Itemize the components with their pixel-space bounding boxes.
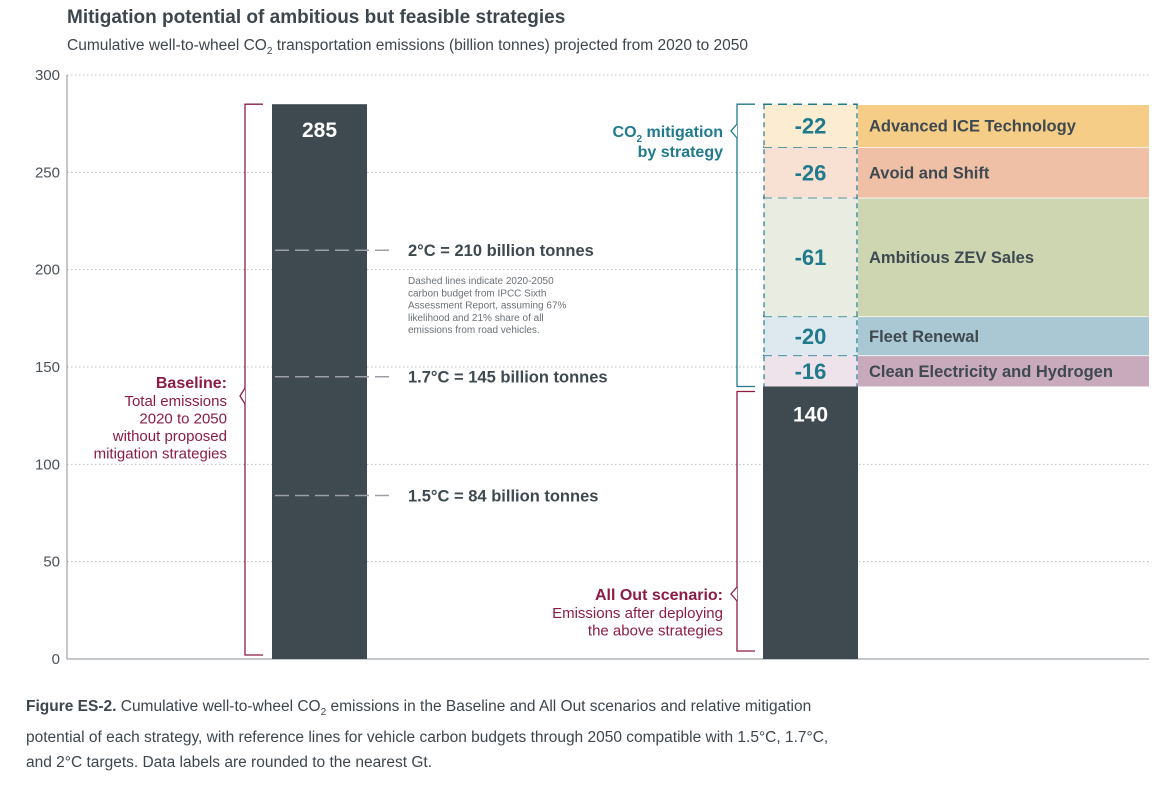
baseline-annotation-line: mitigation strategies (94, 446, 227, 463)
mitigation-value-label: -22 (795, 114, 827, 139)
mitigation-value-label: -61 (795, 245, 827, 270)
all-out-annotation-title: All Out scenario: (595, 587, 723, 604)
mitigation-segment (764, 316, 858, 356)
mitigation-value-label: -20 (795, 324, 827, 349)
baseline-annotation-line: 2020 to 2050 (139, 411, 227, 428)
y-tick-label: 300 (35, 67, 60, 84)
mitigation-segment (764, 197, 858, 317)
all-out-bracket (736, 390, 755, 652)
reference-label: 2°C = 210 billion tonnes (408, 242, 594, 260)
baseline-bracket-notch (239, 387, 246, 405)
mitigation-bracket (736, 103, 755, 388)
mitigation-bracket-notch (730, 123, 738, 139)
all-out-annotation-line: the above strategies (588, 623, 723, 640)
reference-label: 1.5°C = 84 billion tonnes (408, 487, 598, 505)
y-tick-label: 50 (43, 554, 60, 571)
mitigation-value-label: -16 (795, 359, 827, 384)
bar-all-out (763, 386, 858, 659)
figure-caption: Figure ES-2. Cumulative well-to-wheel CO… (26, 698, 829, 772)
y-tick-label: 150 (35, 359, 60, 376)
reference-note-line: Dashed lines indicate 2020-2050 (408, 276, 554, 287)
y-tick-label: 200 (35, 262, 60, 279)
reference-note-line: carbon budget from IPCC Sixth (408, 288, 546, 299)
strategy-band (858, 355, 1149, 387)
mitigation-value-label: -26 (795, 160, 827, 185)
y-tick-label: 100 (35, 456, 60, 473)
all-out-bracket-notch (730, 586, 738, 602)
strategy-label: Avoid and Shift (869, 164, 990, 182)
data-label-all-out: 140 (793, 403, 828, 426)
mitigation-segment (764, 104, 858, 148)
mitigation-segment (764, 355, 858, 387)
strategy-band (858, 197, 1149, 317)
mitigation-annotation-line2: by strategy (638, 144, 723, 161)
strategy-band (858, 104, 1149, 148)
strategy-band (858, 316, 1149, 356)
baseline-annotation-line: without proposed (112, 428, 227, 445)
strategy-label: Advanced ICE Technology (869, 118, 1077, 136)
mitigation-segment (764, 147, 858, 198)
mitigation-annotation-line1: CO2 mitigation (613, 124, 723, 145)
baseline-annotation-line: Total emissions (124, 393, 227, 410)
reference-note-line: Assessment Report, assuming 67% (408, 301, 567, 312)
emissions-chart: 0 50 100 150 200 250 300 285 140 -16 Clean Electri… (35, 67, 1149, 668)
strategy-band (858, 147, 1149, 198)
reference-note-line: emissions from road vehicles. (408, 325, 540, 336)
strategy-label: Ambitious ZEV Sales (869, 249, 1034, 267)
all-out-annotation-line: Emissions after deploying (552, 605, 723, 622)
y-tick-label: 250 (35, 164, 60, 181)
baseline-bracket (244, 103, 263, 656)
reference-label: 1.7°C = 145 billion tonnes (408, 369, 608, 387)
baseline-annotation-title: Baseline: (156, 375, 227, 392)
reference-note-line: likelihood and 21% share of all (408, 313, 544, 324)
data-label-baseline: 285 (302, 119, 337, 142)
bar-baseline (272, 104, 367, 659)
chart-subtitle: Cumulative well-to-wheel CO2 transportat… (67, 37, 749, 58)
strategy-label: Fleet Renewal (869, 328, 979, 346)
chart-title: Mitigation potential of ambitious but fe… (67, 7, 566, 28)
y-tick-label: 0 (52, 651, 60, 668)
strategy-label: Clean Electricity and Hydrogen (869, 363, 1113, 381)
